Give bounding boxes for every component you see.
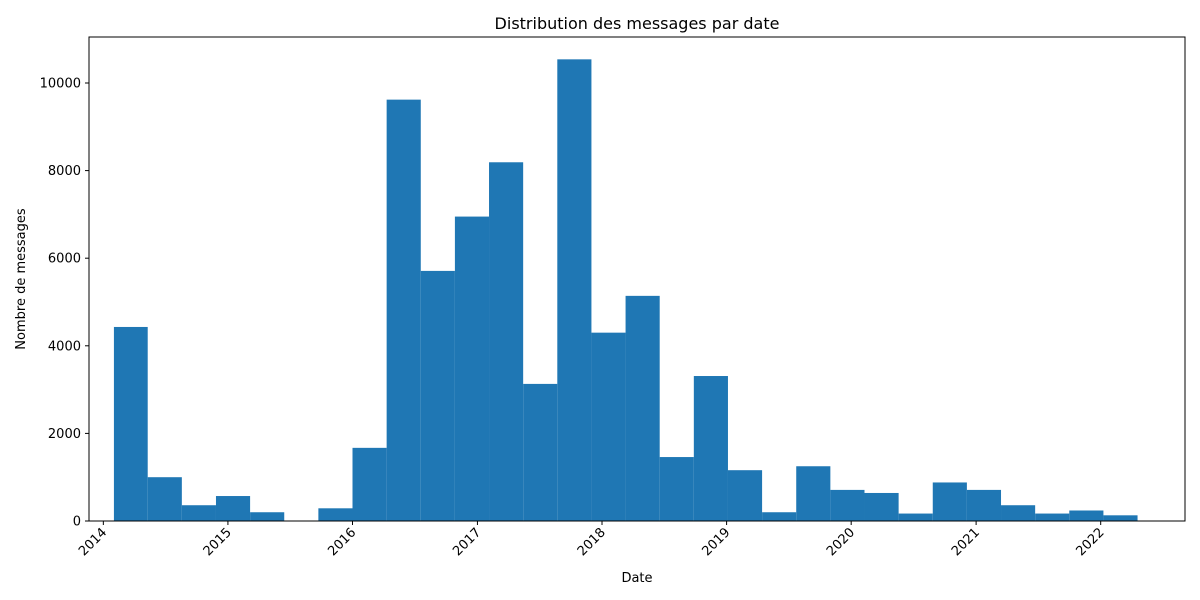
histogram-bar (420, 270, 455, 521)
y-tick-label: 6000 (48, 252, 81, 267)
histogram-bar (796, 466, 831, 521)
histogram-bar (932, 482, 967, 521)
histogram-bar (1035, 513, 1070, 521)
histogram-bar (352, 447, 387, 521)
histogram-bar (727, 470, 763, 521)
plot-frame (88, 36, 1186, 522)
y-tick-label: 2000 (48, 427, 81, 442)
y-tick-label: 10000 (40, 76, 81, 91)
x-axis-title: Date (621, 571, 652, 586)
histogram-bar (1001, 505, 1036, 521)
chart-title: Distribution des messages par date (495, 14, 780, 33)
histogram-bar (113, 326, 148, 521)
histogram-bar (966, 489, 1002, 521)
histogram-bar (625, 295, 660, 521)
histogram-bar (454, 216, 490, 521)
y-tick-label: 0 (73, 515, 81, 530)
histogram-bar (898, 513, 933, 521)
y-axis-title: Nombre de messages (14, 208, 29, 350)
histogram-bar (557, 59, 592, 522)
histogram-bar (830, 489, 865, 521)
histogram-bar (659, 457, 694, 521)
histogram-bar (693, 376, 728, 521)
histogram-bar (147, 477, 182, 521)
histogram-bar (215, 496, 251, 521)
histogram-bar (523, 383, 558, 521)
bars-group (113, 59, 1138, 522)
histogram-bar (318, 508, 353, 521)
histogram-bar (489, 162, 524, 521)
histogram-bar (250, 512, 285, 521)
histogram-bar (1069, 510, 1104, 521)
histogram-bar (762, 512, 797, 521)
y-tick-label: 4000 (48, 339, 81, 354)
histogram-bar (591, 332, 626, 521)
histogram-bar (864, 492, 899, 521)
histogram-bar (181, 505, 216, 521)
histogram-bar (386, 99, 421, 521)
y-axis: 0 2000 4000 6000 8000 10000 (40, 76, 89, 530)
y-tick-label: 8000 (48, 164, 81, 179)
histogram-bar (1103, 515, 1138, 521)
